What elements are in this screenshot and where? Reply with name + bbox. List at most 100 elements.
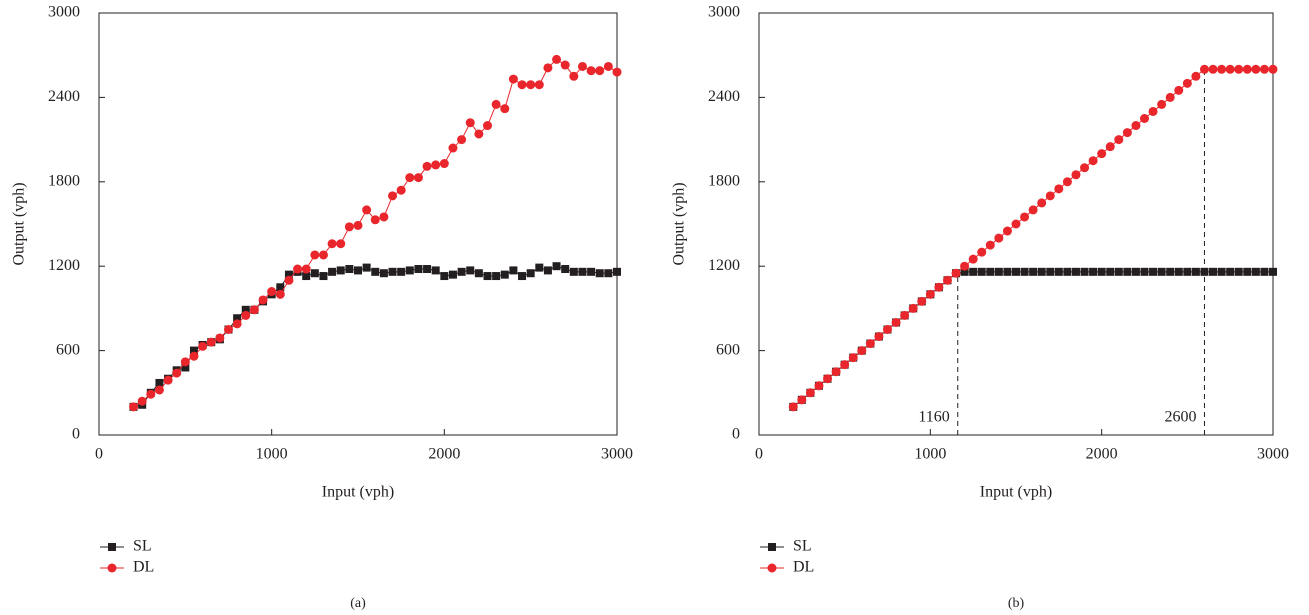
data-point xyxy=(534,80,544,90)
data-point xyxy=(397,267,406,276)
data-point xyxy=(189,351,199,361)
data-point xyxy=(1174,85,1184,95)
data-point xyxy=(595,66,605,76)
data-point xyxy=(241,310,251,320)
data-point xyxy=(500,270,509,279)
y-tick-label: 0 xyxy=(732,426,740,443)
data-point xyxy=(577,61,587,71)
data-point xyxy=(423,265,432,274)
y-tick-label: 2400 xyxy=(48,88,80,105)
y-tick-label: 1200 xyxy=(708,257,740,274)
data-point xyxy=(985,240,995,250)
plot-frame xyxy=(98,12,618,436)
data-point xyxy=(224,325,233,334)
data-point xyxy=(1002,226,1012,236)
data-point xyxy=(1114,267,1123,276)
data-point xyxy=(241,305,250,314)
data-point xyxy=(1037,198,1047,208)
data-point xyxy=(1157,99,1167,109)
x-tick-label: 1000 xyxy=(256,446,288,463)
legend-label: DL xyxy=(793,559,814,576)
data-point xyxy=(509,266,518,275)
data-point xyxy=(457,267,466,276)
data-point xyxy=(831,367,841,377)
data-point xyxy=(1045,191,1055,201)
data-point xyxy=(1114,135,1124,145)
data-point xyxy=(613,267,621,276)
data-point xyxy=(483,272,492,281)
data-point xyxy=(1088,156,1098,166)
data-point xyxy=(1080,267,1089,276)
data-point xyxy=(448,270,457,279)
data-point xyxy=(1165,92,1175,102)
y-tick-label: 600 xyxy=(716,341,740,358)
y-tick-label: 0 xyxy=(72,426,80,443)
data-point xyxy=(293,264,303,274)
data-point xyxy=(405,266,414,275)
data-point xyxy=(552,54,562,64)
data-point xyxy=(908,303,918,313)
data-point xyxy=(508,74,518,84)
data-point xyxy=(1149,267,1158,276)
data-point xyxy=(595,269,604,278)
data-point xyxy=(1097,267,1106,276)
data-point xyxy=(917,296,927,306)
data-point xyxy=(414,265,423,274)
data-point xyxy=(1071,170,1081,180)
legend-marker xyxy=(768,543,776,551)
data-point xyxy=(215,333,225,343)
data-point xyxy=(900,310,910,320)
data-point xyxy=(1140,114,1149,123)
data-point xyxy=(960,261,970,271)
data-point xyxy=(1191,71,1201,81)
data-point xyxy=(969,267,978,276)
y-axis-label: Output (vph) xyxy=(671,182,688,265)
data-point xyxy=(1268,64,1278,74)
x-tick-label: 2000 xyxy=(428,446,460,463)
data-point xyxy=(1071,267,1080,276)
data-point xyxy=(561,265,570,274)
data-point xyxy=(310,250,320,260)
data-point xyxy=(474,269,483,278)
data-point xyxy=(1226,267,1235,276)
data-point xyxy=(518,272,527,281)
reference-label: 2600 xyxy=(1164,409,1196,426)
data-point xyxy=(612,67,622,77)
data-point xyxy=(379,269,388,278)
data-point xyxy=(1217,64,1227,74)
panel-label: (b) xyxy=(1008,596,1025,611)
data-point xyxy=(249,305,259,315)
data-point xyxy=(206,337,216,347)
data-point xyxy=(552,262,561,271)
data-point xyxy=(1242,64,1252,74)
data-point xyxy=(1157,267,1166,276)
y-tick-label: 1200 xyxy=(48,257,80,274)
data-point xyxy=(466,266,475,275)
data-point xyxy=(848,353,858,363)
y-tick-label: 3000 xyxy=(708,4,740,21)
data-point xyxy=(233,314,242,323)
data-point xyxy=(1054,267,1063,276)
data-point xyxy=(1123,267,1132,276)
data-point xyxy=(1269,267,1277,276)
data-point xyxy=(319,272,328,281)
x-tick-label: 3000 xyxy=(1257,446,1289,463)
data-point xyxy=(1029,267,1038,276)
data-point xyxy=(797,395,807,405)
y-axis-label: Output (vph) xyxy=(11,182,28,265)
data-point xyxy=(1251,64,1261,74)
data-point xyxy=(405,173,415,183)
data-point xyxy=(276,283,285,292)
data-point xyxy=(155,378,164,387)
data-point xyxy=(1028,205,1038,215)
data-point xyxy=(1148,106,1158,116)
data-point xyxy=(362,205,372,215)
y-tick-label: 1800 xyxy=(48,172,80,189)
data-point xyxy=(1122,128,1132,138)
data-point xyxy=(1234,64,1244,74)
data-point xyxy=(154,385,164,395)
data-point xyxy=(814,381,824,391)
data-point xyxy=(483,121,492,131)
data-point xyxy=(137,396,147,406)
x-tick-label: 3000 xyxy=(601,446,633,463)
